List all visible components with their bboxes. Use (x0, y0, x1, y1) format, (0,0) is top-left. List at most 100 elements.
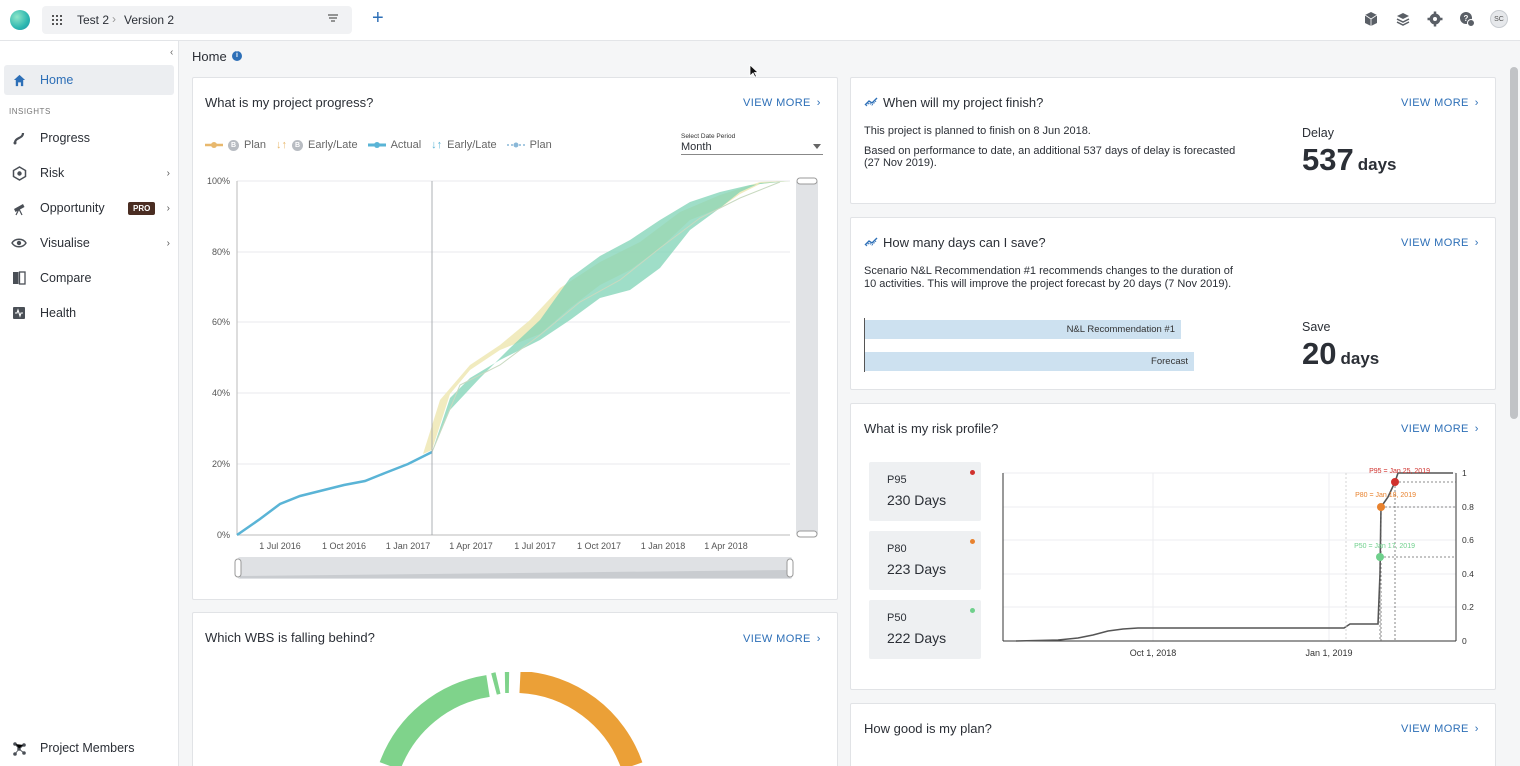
donut-segment-orange[interactable] (519, 672, 643, 766)
plan-card-title: How good is my plan? (864, 721, 992, 736)
finish-planned-text: This project is planned to finish on 8 J… (864, 125, 1091, 137)
version-name[interactable]: Version 2 (124, 13, 175, 27)
legend-item-plan-baseline[interactable]: B Plan (205, 139, 266, 151)
y-grid (236, 180, 790, 536)
view-more-label: VIEW MORE (1401, 423, 1469, 435)
y-tick-label: 0.4 (1462, 569, 1474, 579)
svg-text:?: ? (1464, 14, 1469, 23)
forecast-early-late-band (432, 181, 790, 452)
telescope-icon (10, 199, 28, 217)
y-range-handle-bottom[interactable] (796, 530, 818, 538)
bar-label: Forecast (1151, 356, 1188, 367)
legend-item-early-late[interactable]: ↓↑ Early/Late (431, 139, 497, 151)
page-scrollbar[interactable] (1510, 67, 1518, 419)
y-tick-label: 1 (1462, 468, 1467, 478)
mouse-cursor-icon (749, 64, 759, 78)
sidebar-item-risk[interactable]: Risk › (4, 158, 174, 188)
sidebar-item-home[interactable]: Home (4, 65, 174, 95)
y-tick-label: 0 (1462, 636, 1467, 646)
cube-icon[interactable] (1362, 10, 1380, 28)
x-range-handle-left[interactable] (234, 558, 242, 578)
percentile-guides (1345, 473, 1456, 641)
donut-segment-green[interactable] (379, 675, 490, 766)
y-tick-label: 20% (212, 459, 230, 469)
legend-item-plan[interactable]: Plan (506, 139, 552, 151)
risk-view-more-link[interactable]: VIEW MORE › (1401, 423, 1479, 435)
finish-forecast-date: (27 Nov 2019). (864, 157, 937, 169)
project-selector[interactable]: Test 2 › Version 2 (42, 6, 352, 34)
sidebar-item-compare[interactable]: Compare (4, 263, 174, 293)
sidebar-item-progress[interactable]: Progress (4, 123, 174, 153)
layers-icon[interactable] (1394, 10, 1412, 28)
sidebar-item-health[interactable]: Health (4, 298, 174, 328)
x-tick-label: Jan 1, 2019 (1305, 648, 1352, 658)
plan-card (850, 703, 1496, 766)
progress-icon (10, 129, 28, 147)
view-more-label: VIEW MORE (743, 633, 811, 645)
legend-item-early-late-baseline[interactable]: ↓↑ B Early/Late (276, 139, 358, 151)
save-view-more-link[interactable]: VIEW MORE › (1401, 237, 1479, 249)
risk-pill-value: 230 Days (887, 492, 947, 508)
sidebar-item-label: Visualise (40, 236, 90, 250)
progress-chart[interactable]: 100% 80% 60% 40% 20% 0% 1 Jul 2016 1 Oct… (200, 170, 830, 590)
p95-annotation: P95 = Jan 25, 2019 (1369, 468, 1430, 475)
x-tick-label: Oct 1, 2018 (1130, 648, 1177, 658)
sidebar-item-label: Compare (40, 271, 92, 285)
sidebar-item-label: Home (40, 73, 74, 87)
chevron-down-icon (813, 144, 821, 149)
status-dot (970, 608, 975, 613)
sidebar-item-project-members[interactable]: Project Members (4, 733, 174, 763)
add-tab-button[interactable]: + (372, 7, 384, 29)
chart-legend: B Plan ↓↑ B Early/Late Actual ↓↑ Early/L… (205, 139, 552, 151)
trend-icon (864, 237, 878, 247)
wbs-view-more-link[interactable]: VIEW MORE › (743, 633, 821, 645)
p50-marker[interactable] (1376, 553, 1384, 561)
risk-cdf-chart[interactable]: 1 0.8 0.6 0.4 0.2 0 Oct 1, 2018 Jan 1, 2… (998, 462, 1488, 662)
filter-menu-icon[interactable] (327, 11, 339, 26)
y-range-handle-top[interactable] (796, 177, 818, 185)
top-bar: Test 2 › Version 2 + ? SC (0, 0, 1520, 41)
progress-view-more-link[interactable]: VIEW MORE › (743, 97, 821, 109)
sidebar-item-opportunity[interactable]: Opportunity PRO › (4, 193, 174, 223)
save-unit: days (1340, 349, 1380, 368)
y-range-slider[interactable] (796, 181, 818, 535)
x-range-handle-right[interactable] (786, 558, 794, 578)
wbs-donut-chart[interactable] (370, 672, 660, 766)
sidebar-item-visualise[interactable]: Visualise › (4, 228, 174, 258)
donut-segment-green-small[interactable] (491, 672, 501, 695)
y-tick-label: 40% (212, 388, 230, 398)
user-avatar[interactable]: SC (1490, 10, 1508, 28)
view-more-label: VIEW MORE (1401, 237, 1469, 249)
app-logo[interactable] (10, 10, 30, 30)
risk-pill-p95[interactable]: P95 230 Days (869, 462, 981, 521)
legend-item-actual[interactable]: Actual (367, 139, 421, 151)
gear-icon[interactable] (1426, 10, 1444, 28)
date-period-select[interactable]: Month (681, 141, 823, 155)
forecast-bar[interactable]: Forecast (865, 352, 1194, 371)
apps-grid-icon[interactable] (52, 15, 62, 25)
y-tick-label: 0.2 (1462, 602, 1474, 612)
delay-number: 537 (1302, 142, 1354, 177)
save-recommendation-text: Scenario N&L Recommendation #1 recommend… (864, 265, 1233, 277)
sidebar-item-label: Risk (40, 166, 65, 180)
team-network-icon (10, 739, 28, 757)
recommendation-bar[interactable]: N&L Recommendation #1 (865, 320, 1181, 339)
plan-view-more-link[interactable]: VIEW MORE › (1401, 723, 1479, 735)
home-icon (10, 71, 28, 89)
bar-axis (864, 318, 865, 372)
view-more-label: VIEW MORE (1401, 723, 1469, 735)
risk-pill-p80[interactable]: P80 223 Days (869, 531, 981, 590)
save-label: Save (1302, 320, 1331, 334)
delay-unit: days (1357, 155, 1397, 174)
bar-label: N&L Recommendation #1 (1066, 324, 1175, 335)
risk-pill-value: 223 Days (887, 561, 947, 577)
info-icon[interactable]: i (232, 51, 242, 61)
baseline-badge: B (292, 139, 304, 151)
collapse-sidebar-icon[interactable]: ‹ (170, 47, 174, 58)
risk-pill-p50[interactable]: P50 222 Days (869, 600, 981, 659)
p80-marker[interactable] (1377, 503, 1385, 511)
help-chat-icon[interactable]: ? (1458, 10, 1476, 28)
p95-marker[interactable] (1391, 478, 1399, 486)
project-name[interactable]: Test 2 (77, 13, 110, 27)
finish-view-more-link[interactable]: VIEW MORE › (1401, 97, 1479, 109)
